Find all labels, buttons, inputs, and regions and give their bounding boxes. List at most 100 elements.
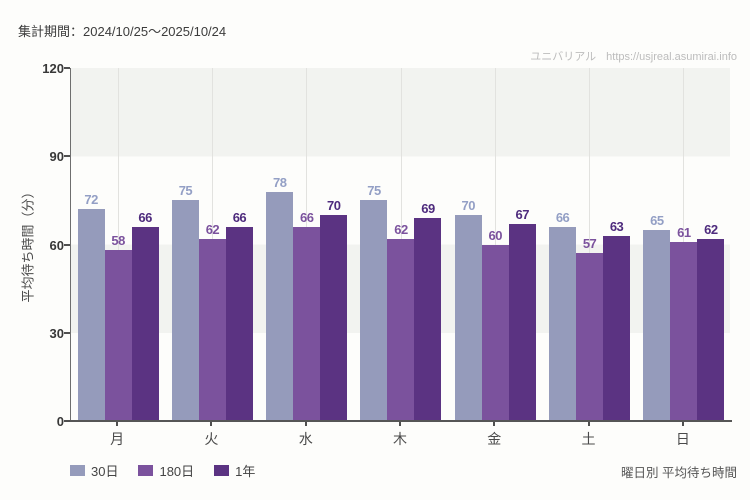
bar-value-label: 57 bbox=[582, 236, 597, 252]
bar-column: 61 bbox=[670, 226, 698, 421]
bar-180日 bbox=[293, 226, 321, 421]
bar-1年 bbox=[225, 226, 253, 421]
bar-group-水: 78 66 70 bbox=[260, 68, 354, 421]
legend-swatch bbox=[70, 465, 85, 476]
bar-1年 bbox=[131, 226, 159, 421]
y-tick-mark bbox=[64, 67, 70, 69]
bar-180日 bbox=[576, 253, 604, 421]
bar-value-label: 69 bbox=[421, 201, 435, 217]
bar-column: 69 bbox=[414, 201, 442, 421]
bar-1年 bbox=[508, 223, 536, 421]
legend-swatch bbox=[214, 465, 230, 476]
x-axis-labels: 月火水木金土日 bbox=[70, 429, 730, 449]
bar-30日 bbox=[360, 200, 388, 421]
legend-swatch bbox=[138, 465, 154, 476]
y-tick-label: 120 bbox=[42, 61, 64, 76]
legend-item-1年: 1年 bbox=[214, 461, 255, 480]
bar-column: 72 bbox=[77, 192, 105, 421]
bar-value-label: 62 bbox=[205, 221, 220, 237]
bar-value-label: 70 bbox=[461, 198, 476, 214]
bar-1年 bbox=[697, 238, 725, 421]
bar-column: 66 bbox=[131, 211, 159, 421]
x-tick-mark bbox=[210, 422, 213, 426]
bar-column: 70 bbox=[454, 198, 482, 421]
bar-column: 67 bbox=[508, 206, 536, 421]
bar-30日 bbox=[643, 229, 671, 421]
bar-1年 bbox=[414, 218, 442, 421]
x-tick-mark bbox=[681, 422, 684, 426]
bar-column: 66 bbox=[225, 209, 253, 421]
vertical-gridline bbox=[589, 68, 591, 421]
bar-value-label: 67 bbox=[515, 206, 530, 222]
bar-30日 bbox=[549, 226, 577, 421]
legend-label: 30日 bbox=[91, 464, 119, 479]
x-tick-mark bbox=[304, 422, 307, 426]
bar-column: 62 bbox=[697, 221, 725, 421]
watermark: ユニバリアル https://usjreal.asumirai.info bbox=[530, 48, 737, 64]
x-tick-mark bbox=[399, 422, 401, 426]
bar-30日 bbox=[266, 191, 294, 421]
bar-column: 62 bbox=[387, 223, 415, 421]
bar-value-label: 66 bbox=[555, 209, 570, 225]
vertical-gridline bbox=[117, 68, 119, 421]
watermark-brand: ユニバリアル bbox=[530, 51, 597, 63]
legend: 30日 180日 1年 bbox=[70, 461, 255, 480]
bar-value-label: 58 bbox=[111, 233, 125, 249]
bar-column: 60 bbox=[481, 227, 509, 421]
bar-column: 65 bbox=[643, 212, 671, 421]
bar-180日 bbox=[387, 238, 415, 421]
bar-180日 bbox=[481, 244, 509, 421]
bar-30日 bbox=[171, 200, 199, 421]
bar-value-label: 63 bbox=[609, 218, 624, 234]
bar-value-label: 62 bbox=[704, 221, 718, 237]
legend-item-180日: 180日 bbox=[138, 461, 194, 480]
chart-title: 集計期間：2024/10/25～2025/10/24 bbox=[18, 24, 227, 39]
bar-1年 bbox=[320, 215, 348, 421]
bar-value-label: 75 bbox=[178, 183, 193, 199]
legend-label: 180日 bbox=[159, 464, 195, 479]
x-label-火: 火 bbox=[204, 431, 219, 447]
bar-group-木: 75 62 69 bbox=[354, 68, 448, 421]
bar-180日 bbox=[104, 250, 132, 421]
x-label-日: 日 bbox=[675, 431, 690, 447]
bar-30日 bbox=[454, 215, 482, 421]
x-label-月: 月 bbox=[110, 431, 125, 447]
bar-180日 bbox=[670, 241, 698, 421]
bar-value-label: 66 bbox=[299, 209, 314, 225]
bar-value-label: 66 bbox=[232, 209, 247, 225]
watermark-url: https://usjreal.asumirai.info bbox=[606, 51, 737, 63]
x-tick-mark bbox=[116, 422, 119, 426]
x-tick-mark bbox=[493, 422, 496, 426]
bar-group-土: 66 57 63 bbox=[542, 68, 636, 421]
y-tick-mark bbox=[64, 331, 70, 334]
bar-group-金: 70 60 67 bbox=[448, 68, 542, 421]
bar-group-火: 75 62 66 bbox=[165, 68, 259, 421]
bar-column: 63 bbox=[603, 218, 631, 421]
bar-180日 bbox=[198, 238, 226, 421]
bar-value-label: 75 bbox=[367, 183, 381, 199]
y-tick-label: 60 bbox=[49, 237, 64, 253]
bar-column: 66 bbox=[293, 209, 321, 421]
bar-value-label: 72 bbox=[84, 192, 98, 208]
bar-30日 bbox=[77, 209, 105, 421]
bar-column: 78 bbox=[266, 174, 294, 421]
bar-column: 62 bbox=[198, 221, 226, 421]
bar-column: 75 bbox=[171, 183, 199, 421]
legend-item-30日: 30日 bbox=[70, 461, 118, 480]
y-tick-mark bbox=[64, 420, 70, 422]
bar-column: 70 bbox=[320, 198, 348, 421]
bar-value-label: 70 bbox=[326, 198, 341, 214]
y-tick-mark bbox=[64, 243, 70, 246]
bar-group-日: 65 61 62 bbox=[637, 68, 731, 421]
bar-value-label: 65 bbox=[650, 212, 664, 228]
plot-area: 72 58 66 75 62 66 78 66 70 75 62 69 70 60 67 66 57 63 65 61… bbox=[70, 68, 730, 421]
x-label-木: 木 bbox=[392, 431, 407, 447]
x-label-金: 金 bbox=[487, 431, 502, 447]
x-tick-mark bbox=[587, 422, 590, 426]
bar-column: 66 bbox=[549, 209, 577, 421]
bar-value-label: 78 bbox=[272, 174, 287, 190]
y-tick-mark bbox=[64, 155, 70, 158]
y-tick-label: 0 bbox=[56, 414, 64, 429]
bar-value-label: 60 bbox=[488, 227, 503, 243]
